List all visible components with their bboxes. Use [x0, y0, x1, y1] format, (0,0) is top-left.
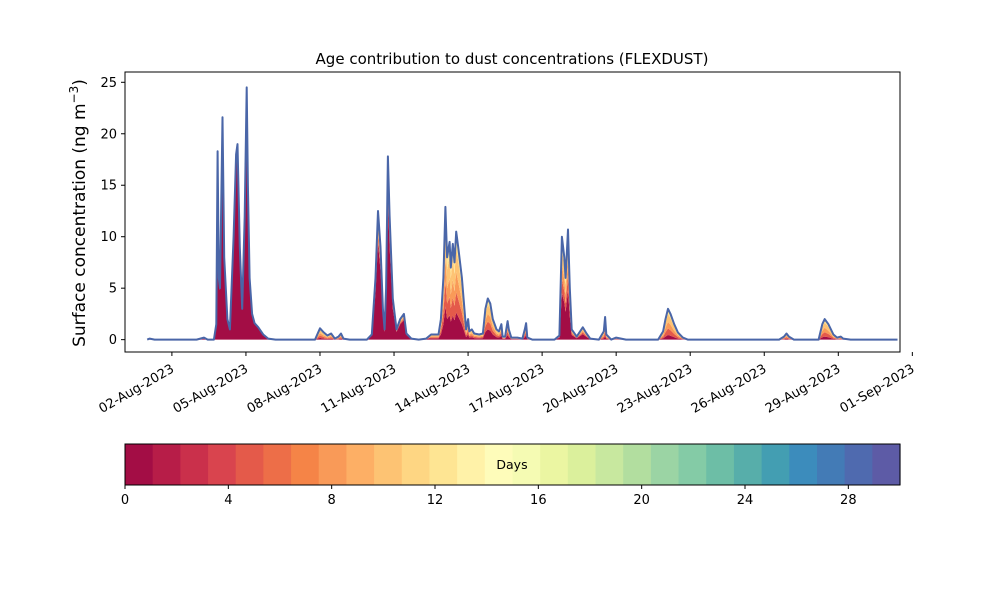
y-axis-ticks: 0 5 10 15 20 25 — [100, 76, 125, 348]
colorbar-tick-label: 24 — [737, 493, 754, 508]
plot-area — [146, 86, 898, 341]
colorbar-cell — [429, 444, 458, 485]
colorbar-cell — [844, 444, 873, 485]
colorbar-cell — [346, 444, 375, 485]
colorbar-ticks: 0 4 8 12 16 20 24 28 — [121, 485, 857, 508]
colorbar-cell — [318, 444, 348, 485]
colorbar-cell — [401, 444, 431, 485]
age-colorbar: Days 0 4 8 12 16 20 24 28 — [121, 443, 901, 508]
colorbar-cell — [733, 444, 763, 485]
colorbar-cell — [650, 444, 680, 485]
colorbar-tick-label: 8 — [328, 493, 336, 508]
colorbar-cell — [125, 444, 154, 485]
total-concentration-line — [146, 86, 898, 341]
colorbar-cell — [235, 444, 264, 485]
y-axis-label: Surface concentration (ng m−3) — [67, 79, 90, 347]
colorbar-cell — [761, 444, 790, 485]
colorbar-cell — [678, 444, 707, 485]
colorbar-tick-label: 12 — [427, 493, 444, 508]
colorbar-cell — [484, 444, 514, 485]
y-tick-label: 25 — [100, 76, 117, 91]
y-tick-label: 10 — [100, 230, 117, 245]
colorbar-cell — [208, 444, 237, 485]
colorbar-cell — [872, 444, 901, 485]
colorbar-cell — [374, 444, 403, 485]
age-area-layers — [147, 87, 898, 340]
colorbar-tick-label: 0 — [121, 493, 129, 508]
colorbar-frame — [124, 443, 901, 486]
plot-frame — [124, 71, 901, 353]
colorbar-cell — [263, 444, 292, 485]
colorbar-cell — [291, 444, 320, 485]
colorbar-cell — [180, 444, 209, 485]
colorbar-tick-label: 16 — [530, 493, 547, 508]
colorbar-tick-label: 28 — [840, 493, 857, 508]
colorbar-cell — [816, 444, 846, 485]
y-tick-label: 0 — [109, 333, 117, 348]
y-tick-label: 20 — [100, 127, 117, 142]
colorbar-cell — [457, 444, 486, 485]
colorbar-cell — [540, 444, 569, 485]
colorbar-cell — [152, 444, 181, 485]
y-axis-label-sup: −3 — [67, 86, 81, 104]
colorbar-cell — [789, 444, 818, 485]
colorbar-tick-label: 20 — [633, 493, 650, 508]
colorbar-cell — [623, 444, 652, 485]
y-tick-label: 5 — [109, 282, 117, 297]
colorbar-cell — [567, 444, 597, 485]
colorbar-cell — [512, 444, 541, 485]
age-layer-area — [147, 97, 898, 340]
colorbar-cells — [125, 444, 901, 485]
colorbar-cell — [706, 444, 735, 485]
colorbar-tick-label: 4 — [224, 493, 232, 508]
y-tick-label: 15 — [100, 179, 117, 194]
colorbar-label: Days — [496, 457, 527, 472]
colorbar-cell — [595, 444, 624, 485]
y-axis-label-close: ) — [70, 79, 90, 86]
y-axis-label-main: Surface concentration (ng m — [70, 103, 90, 346]
chart-title: Age contribution to dust concentrations … — [316, 50, 709, 68]
